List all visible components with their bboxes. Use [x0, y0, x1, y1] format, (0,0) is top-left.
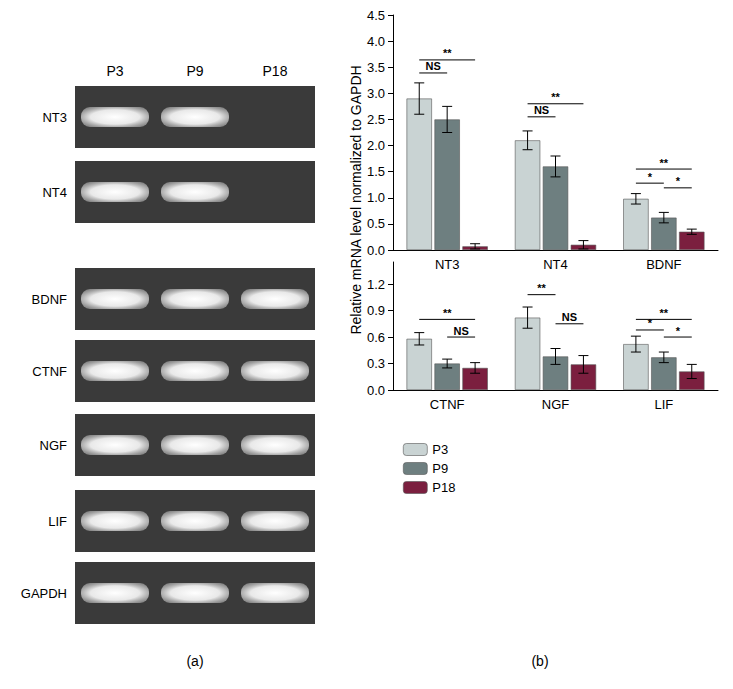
svg-text:NT4: NT4: [543, 257, 568, 272]
svg-text:0.6: 0.6: [367, 330, 385, 345]
svg-text:NT3: NT3: [435, 257, 460, 272]
svg-text:NS: NS: [453, 325, 468, 337]
svg-text:NGF: NGF: [542, 397, 570, 412]
svg-text:**: **: [537, 282, 546, 294]
svg-text:Relative mRNA level normalized: Relative mRNA level normalized to GAPDH: [348, 65, 364, 334]
svg-text:**: **: [443, 307, 452, 319]
svg-text:3.0: 3.0: [367, 86, 385, 101]
svg-text:CTNF: CTNF: [32, 364, 67, 379]
svg-text:**: **: [551, 91, 560, 103]
svg-text:0.5: 0.5: [367, 216, 385, 231]
svg-text:0.9: 0.9: [367, 303, 385, 318]
svg-text:NS: NS: [562, 311, 577, 323]
svg-text:P9: P9: [186, 63, 203, 79]
svg-text:P18: P18: [263, 63, 288, 79]
svg-text:*: *: [648, 317, 653, 329]
svg-text:CTNF: CTNF: [430, 397, 465, 412]
svg-text:NGF: NGF: [40, 438, 68, 453]
svg-text:P18: P18: [432, 480, 455, 495]
svg-text:LIF: LIF: [654, 397, 673, 412]
svg-text:1.5: 1.5: [367, 164, 385, 179]
svg-text:0.0: 0.0: [367, 383, 385, 398]
svg-text:3.5: 3.5: [367, 60, 385, 75]
svg-text:(b): (b): [531, 653, 548, 669]
svg-text:*: *: [648, 171, 653, 183]
svg-text:2.5: 2.5: [367, 112, 385, 127]
svg-text:**: **: [660, 307, 669, 319]
svg-text:BDNF: BDNF: [646, 257, 681, 272]
svg-text:4.5: 4.5: [367, 8, 385, 23]
svg-text:0.0: 0.0: [367, 243, 385, 258]
svg-text:NT3: NT3: [42, 110, 67, 125]
svg-text:BDNF: BDNF: [32, 292, 67, 307]
svg-text:LIF: LIF: [48, 514, 67, 529]
svg-text:2.0: 2.0: [367, 138, 385, 153]
svg-text:4.0: 4.0: [367, 34, 385, 49]
svg-text:0.3: 0.3: [367, 356, 385, 371]
svg-text:P3: P3: [432, 442, 448, 457]
svg-text:**: **: [443, 47, 452, 59]
svg-text:1.2: 1.2: [367, 277, 385, 292]
svg-text:NT4: NT4: [42, 185, 67, 200]
svg-text:NS: NS: [426, 60, 441, 72]
svg-text:NS: NS: [534, 104, 549, 116]
svg-text:**: **: [660, 157, 669, 169]
svg-text:P9: P9: [432, 461, 448, 476]
svg-text:(a): (a): [186, 653, 203, 669]
svg-text:*: *: [676, 175, 681, 187]
svg-text:GAPDH: GAPDH: [21, 586, 67, 601]
svg-text:*: *: [676, 325, 681, 337]
svg-text:1.0: 1.0: [367, 190, 385, 205]
svg-text:P3: P3: [106, 63, 123, 79]
